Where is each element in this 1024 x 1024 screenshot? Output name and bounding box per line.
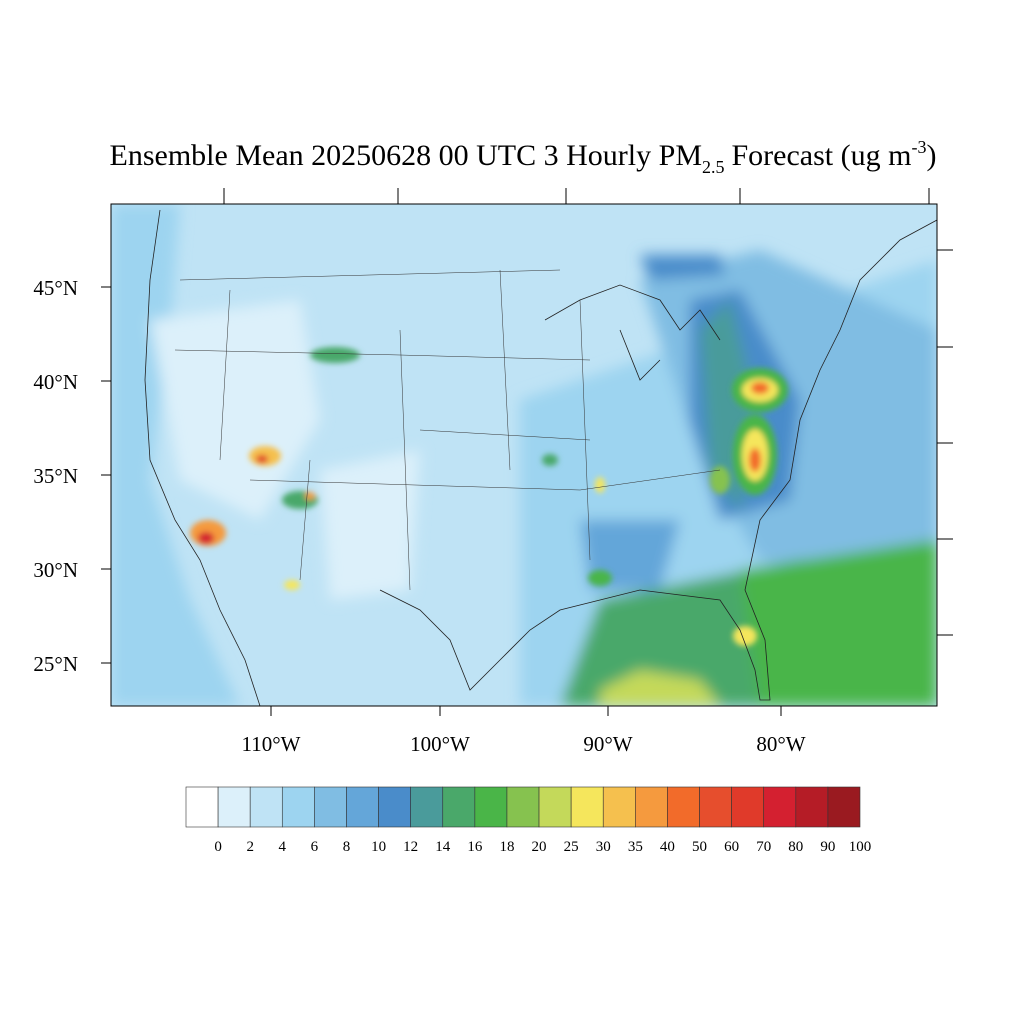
- colorbar-label: 30: [596, 839, 611, 855]
- latitude-labels: 45°N 40°N 35°N 30°N 25°N: [33, 276, 78, 676]
- colorbar-box: [506, 786, 540, 828]
- colorbar-label: 6: [311, 839, 319, 855]
- lon-label: 90°W: [583, 732, 632, 756]
- colorbar-label: 70: [756, 839, 771, 855]
- colorbar-box: [699, 786, 732, 828]
- colorbar-label: 50: [692, 839, 707, 855]
- colorbar-label: 25: [564, 839, 579, 855]
- colorbar-box: [281, 786, 315, 828]
- colorbar-box: [185, 786, 219, 828]
- colorbar-label: 4: [279, 839, 287, 855]
- colorbar-box: [217, 786, 251, 828]
- colorbar-box: [346, 786, 379, 828]
- colorbar-box: [795, 786, 829, 828]
- hotspots: [190, 347, 788, 646]
- lon-label: 100°W: [410, 732, 470, 756]
- map-frame: [110, 203, 938, 707]
- title-superscript: -3: [911, 137, 926, 157]
- colorbar-box: [667, 786, 700, 828]
- lat-label: 30°N: [33, 558, 78, 582]
- colorbar-box: [474, 786, 508, 828]
- colorbar-label: 20: [532, 839, 547, 855]
- colorbar-label: 60: [724, 839, 739, 855]
- colorbar-label: 35: [628, 839, 643, 855]
- colorbar-label: 0: [214, 839, 222, 855]
- colorbar-box: [538, 786, 572, 828]
- lat-label: 35°N: [33, 464, 78, 488]
- colorbar-label: 2: [246, 839, 254, 855]
- colorbar-label: 100: [849, 839, 872, 855]
- colorbar-label: 8: [343, 839, 351, 855]
- colorbar-box: [378, 786, 411, 828]
- lat-label: 45°N: [33, 276, 78, 300]
- title-middle: Forecast (ug m: [732, 139, 912, 172]
- colorbar-label: 90: [820, 839, 835, 855]
- colorbar-box: [570, 786, 604, 828]
- lon-label: 80°W: [756, 732, 805, 756]
- colorbar-label: 18: [499, 839, 514, 855]
- colorbar-box: [731, 786, 765, 828]
- lon-label: 110°W: [242, 732, 301, 756]
- colorbar-box: [602, 786, 636, 828]
- map: [111, 204, 937, 706]
- colorbar-box: [827, 786, 861, 828]
- colorbar-box: [635, 786, 668, 828]
- colorbar-label: 80: [788, 839, 803, 855]
- title-main: Ensemble Mean 20250628 00 UTC 3 Hourly P…: [110, 139, 702, 172]
- lat-label: 25°N: [33, 652, 78, 676]
- colorbar: 0 2 4 6 8 10 12 14 16 18 20 25 30 35 40 50 60 70 80 90 100: [185, 786, 872, 855]
- colorbar-box: [410, 786, 444, 828]
- colorbar-box: [763, 786, 797, 828]
- colorbar-box: [314, 786, 347, 828]
- colorbar-label: 10: [371, 839, 386, 855]
- colorbar-label: 14: [435, 839, 451, 855]
- title-subscript: 2.5: [702, 157, 725, 177]
- longitude-labels: 110°W 100°W 90°W 80°W: [242, 732, 806, 756]
- frame-ticks: [101, 188, 953, 716]
- colorbar-label: 12: [403, 839, 418, 855]
- title-end: ): [926, 139, 936, 172]
- colorbar-box: [249, 786, 283, 828]
- title: Ensemble Mean 20250628 00 UTC 3 Hourly P…: [110, 137, 937, 177]
- state-borders: [174, 269, 721, 591]
- lat-label: 40°N: [33, 370, 78, 394]
- coastlines: [144, 209, 937, 706]
- colorbar-box: [442, 786, 476, 828]
- colorbar-label: 16: [467, 839, 483, 855]
- colorbar-label: 40: [660, 839, 675, 855]
